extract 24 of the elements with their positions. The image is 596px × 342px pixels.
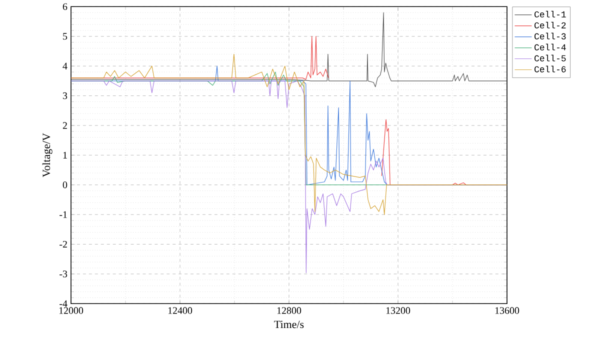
y-axis-title: Voltage/V — [42, 133, 52, 178]
y-tick-label: 3 — [62, 92, 68, 100]
y-tick-label: -1 — [60, 211, 67, 218]
y-tick-label: 2 — [62, 122, 67, 129]
x-tick-label: 13200 — [386, 307, 410, 314]
x-tick-label: 13600 — [495, 307, 520, 314]
legend-label: Cell-4 — [534, 44, 566, 51]
x-tick-label: 12800 — [277, 307, 302, 314]
y-tick-label: -2 — [60, 241, 67, 248]
x-tick-label: 12000 — [59, 307, 84, 314]
legend-label: Cell-5 — [534, 54, 566, 62]
y-tick-label: 4 — [62, 62, 68, 70]
y-tick-label: 6 — [62, 3, 68, 10]
y-tick-label: -3 — [60, 270, 68, 278]
legend-label: Cell-1 — [534, 11, 566, 18]
x-axis-title: Time/s — [274, 320, 304, 328]
x-tick-label: 12400 — [168, 307, 192, 314]
y-tick-label: -4 — [60, 300, 68, 308]
legend-label: Cell-6 — [534, 66, 566, 73]
legend-label: Cell-2 — [534, 22, 566, 29]
legend-label: Cell-3 — [534, 32, 566, 40]
y-tick-label: 5 — [63, 33, 68, 40]
y-tick-label: 1 — [63, 152, 67, 159]
y-tick-label: 0 — [62, 182, 68, 188]
